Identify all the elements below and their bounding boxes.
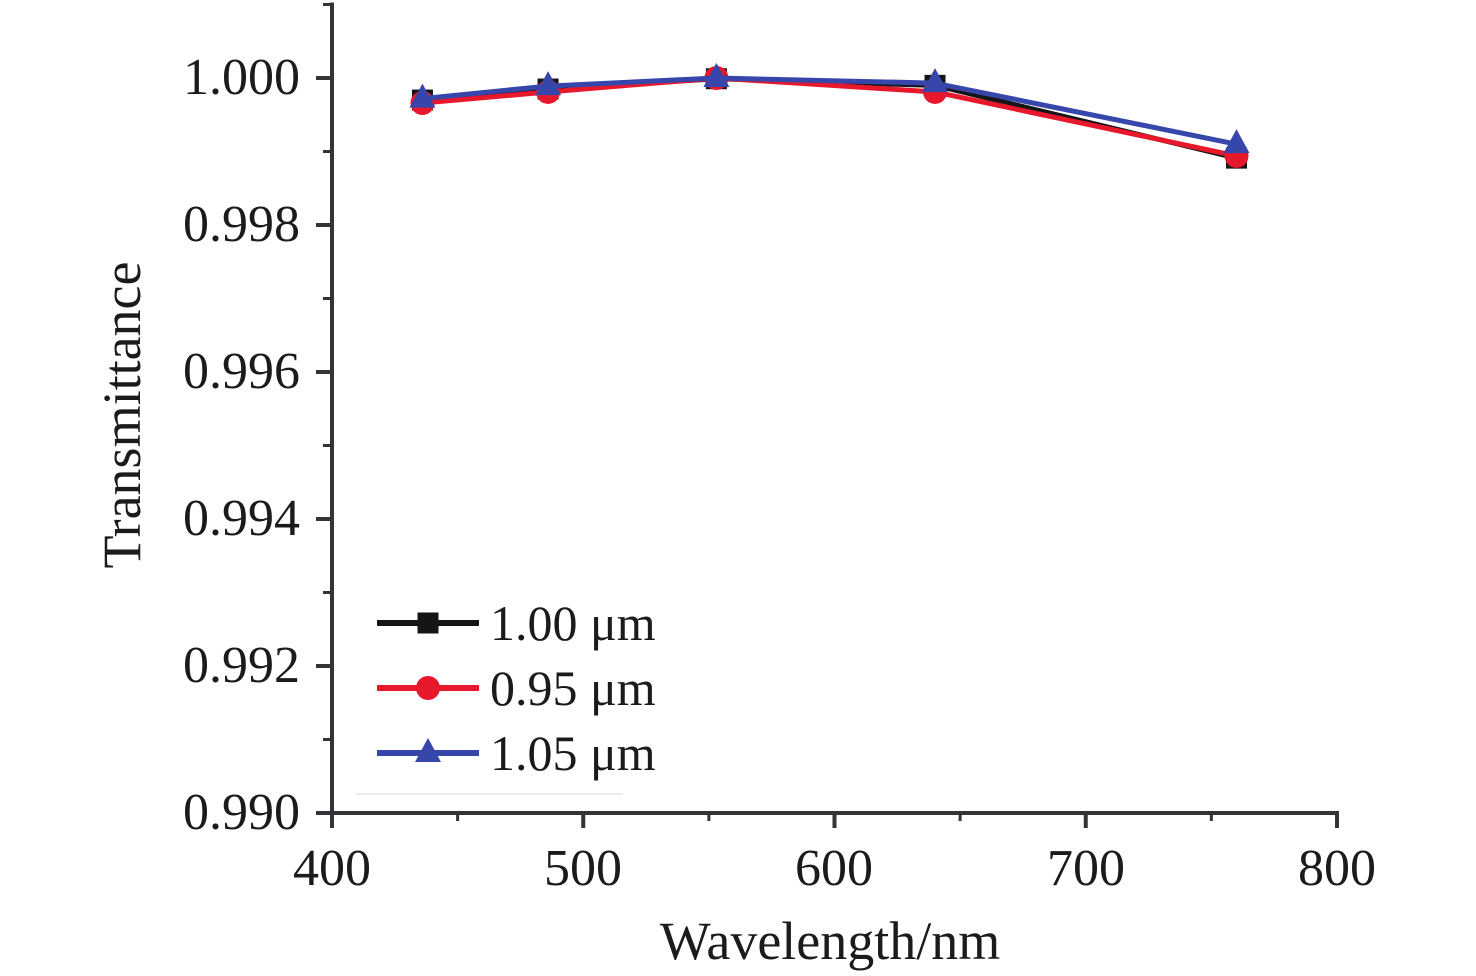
x-tick-label: 500	[544, 840, 622, 897]
y-tick-label: 1.000	[183, 49, 300, 106]
legend-marker-sample	[417, 612, 439, 634]
legend-label-1.00um: 1.00 μm	[490, 595, 656, 651]
legend-label-1.05um: 1.05 μm	[490, 725, 656, 781]
legend-marker-sample	[416, 676, 440, 700]
y-tick-label: 0.990	[183, 784, 300, 841]
data-point-marker	[922, 68, 948, 93]
legend-marker-sample	[415, 738, 441, 762]
y-axis-title-text: Transmittance	[92, 261, 152, 569]
x-tick-label: 600	[795, 840, 873, 897]
y-tick-label: 0.996	[183, 343, 300, 400]
y-tick-label: 0.994	[183, 490, 300, 547]
y-tick-label: 0.992	[183, 637, 300, 694]
x-tick-label: 800	[1298, 840, 1376, 897]
x-tick-label: 400	[293, 840, 371, 897]
legend-box-edge	[356, 793, 622, 795]
data-point-marker	[409, 83, 436, 108]
data-point-marker	[1223, 129, 1250, 154]
x-axis-title: Wavelength/nm	[659, 911, 1001, 971]
data-point-marker	[535, 71, 562, 96]
legend-label-0.95um: 0.95 μm	[490, 660, 656, 716]
data-point-marker	[703, 63, 730, 87]
y-tick-label: 0.998	[183, 196, 300, 253]
x-tick-label: 700	[1047, 840, 1125, 897]
